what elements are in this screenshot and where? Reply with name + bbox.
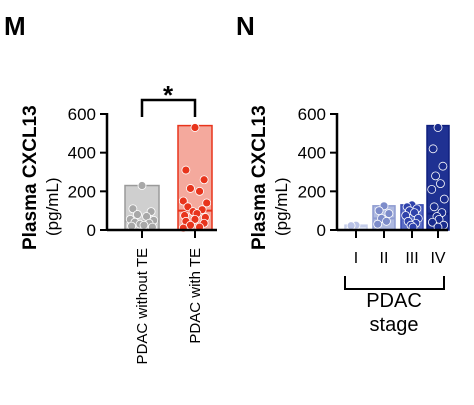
axes-m [105, 113, 217, 232]
y-ticks-n: 0 200 400 600 [298, 105, 337, 240]
data-point [178, 196, 188, 206]
group-bracket [344, 276, 445, 290]
x-tick-label: PDAC without TE [134, 248, 151, 364]
data-point [427, 184, 437, 194]
panel-letter-m: M [4, 11, 26, 41]
data-point [436, 179, 445, 189]
panel-m: M Plasma CXCL13 (pg/mL) 0 200 400 600 PDAC … [4, 11, 217, 364]
y-axis-label-m: Plasma CXCL13 [20, 105, 41, 250]
category-labels-n: I II III IV [354, 230, 446, 267]
data-point [190, 123, 200, 132]
data-point [202, 198, 212, 208]
y-ticks-m: 0 200 400 600 [68, 105, 107, 240]
data-point [438, 161, 448, 171]
points-n [346, 123, 449, 232]
data-point [431, 171, 440, 181]
data-point [190, 214, 200, 224]
data-point [346, 221, 356, 231]
panel-letter-n: N [236, 11, 255, 41]
data-point [429, 202, 439, 212]
x-tick-label: III [405, 250, 418, 267]
y-tick-label: 200 [68, 182, 96, 201]
bracket-line [140, 98, 197, 117]
y-tick-label: 600 [68, 105, 96, 124]
data-point [199, 175, 209, 185]
x-tick-label: PDAC with TE [187, 248, 204, 344]
y-tick-label: 0 [317, 221, 326, 240]
y-tick-label: 600 [298, 105, 326, 124]
data-point [433, 123, 443, 132]
y-tick-label: 200 [298, 182, 326, 201]
y-axis-label-n: Plasma CXCL13 [249, 105, 270, 250]
data-point [186, 184, 195, 193]
data-point [373, 219, 383, 229]
x-tick-label: I [354, 250, 358, 267]
y-axis-unit-m: (pg/mL) [43, 177, 62, 236]
data-point [137, 181, 147, 190]
data-point [139, 220, 149, 230]
significance-star: * [163, 80, 174, 110]
data-point [133, 210, 142, 219]
data-point [128, 204, 138, 214]
data-point [428, 144, 438, 154]
group-label-line-2: stage [370, 314, 419, 336]
y-tick-label: 400 [68, 144, 96, 163]
y-tick-label: 400 [298, 144, 326, 163]
points-m [125, 123, 212, 233]
x-tick-label: IV [430, 250, 445, 267]
data-point [374, 206, 384, 216]
data-point [384, 209, 394, 218]
data-point [195, 186, 204, 196]
data-point [181, 165, 191, 175]
significance-bracket: * [140, 80, 197, 117]
data-point [439, 194, 449, 204]
y-tick-label: 0 [87, 221, 96, 240]
group-label-line-1: PDAC [366, 290, 422, 312]
data-point [427, 217, 437, 227]
category-labels-m: PDAC without TE PDAC with TE [134, 230, 204, 364]
data-point [382, 216, 391, 226]
x-tick-label: II [380, 250, 389, 267]
y-axis-unit-n: (pg/mL) [272, 177, 291, 236]
